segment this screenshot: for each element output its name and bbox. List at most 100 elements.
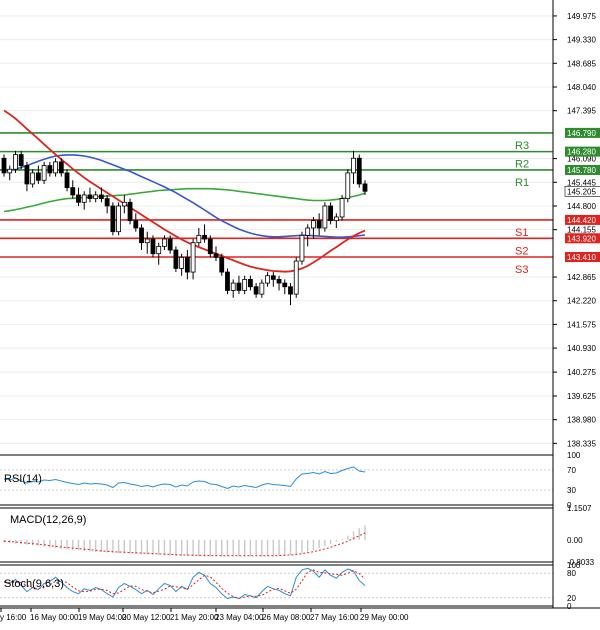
price-tick-label: 149.975 [567, 12, 596, 21]
candle-down [1, 157, 7, 174]
candle-up [196, 234, 202, 244]
candle-up [156, 245, 162, 255]
candle-down [99, 194, 104, 200]
candle-down [356, 157, 362, 185]
time-tick-label: 27 May 16:00 [310, 613, 359, 622]
price-tick-label: 148.685 [567, 59, 596, 68]
rsi-line [3, 466, 366, 490]
price-tags-layer: 146.790 146.280 145.780 144.420 143.920 143.4… [564, 127, 600, 263]
price-tick-label: 144.155 [567, 226, 596, 235]
indicator-tick-label: 70 [567, 466, 576, 475]
candle-down [70, 187, 76, 196]
indicator-tick-label: 20 [567, 594, 576, 603]
candle-down [35, 172, 41, 181]
candle-up [322, 205, 328, 229]
candle-down [236, 282, 242, 291]
current-price-tag [564, 185, 600, 197]
candle-down [316, 220, 322, 229]
stoch-k-line [3, 567, 366, 600]
candle-up [345, 172, 351, 200]
ma-red-line [3, 109, 366, 273]
candle-down [47, 165, 53, 174]
price-tick-label: 139.625 [567, 392, 596, 401]
candles-layer [1, 150, 368, 306]
candle-down [18, 154, 24, 166]
indicator-tick-label: 1.1507 [567, 504, 592, 513]
indicator-tick-label: 100 [567, 451, 581, 460]
level-label-r3: R3 [515, 140, 529, 152]
candle-down [150, 238, 156, 255]
candle-down [328, 205, 334, 222]
candle-up [81, 194, 87, 203]
candle-up [259, 282, 265, 295]
candle-down [270, 275, 276, 280]
price-tick-label: 142.220 [567, 297, 596, 306]
level-price-tag-r1 [565, 164, 600, 175]
indicator-tick-label: 30 [567, 486, 576, 495]
price-tick-label: 141.575 [567, 320, 596, 329]
level-label-s2: S2 [515, 245, 528, 257]
macd-label: MACD(12,26,9) [10, 514, 86, 526]
candle-down [104, 198, 110, 207]
candle-down [58, 161, 64, 174]
candle-up [230, 282, 236, 291]
candle-up [242, 279, 248, 291]
candle-down [110, 205, 116, 233]
indicator-tick-label: 0 [567, 501, 572, 510]
candle-down [173, 249, 179, 269]
level-label-r2: R2 [515, 159, 529, 171]
price-tick-label: 147.395 [567, 107, 596, 116]
candle-up [265, 275, 270, 284]
candle-up [7, 168, 13, 174]
candle-up [333, 216, 339, 222]
time-tick-label: 26 May 08:00 [262, 613, 311, 622]
price-tick-label: 149.330 [567, 36, 596, 45]
time-tick-label: 19 May 04:00 [78, 613, 127, 622]
candle-down [202, 234, 207, 240]
price-tick-label: 140.275 [567, 368, 596, 377]
time-tick-label: y 16:00 [0, 613, 27, 622]
candle-up [53, 161, 58, 174]
candle-up [179, 256, 185, 269]
candle-down [127, 201, 133, 222]
ma-green-line [3, 187, 366, 213]
macd-signal-line [3, 532, 366, 557]
time-tick-label: 21 May 20:00 [170, 613, 219, 622]
current-price-text: 145.205 [567, 187, 596, 196]
candle-down [282, 282, 288, 288]
candle-down [207, 238, 213, 255]
price-tick-label: 138.980 [567, 416, 596, 425]
candle-down [87, 194, 93, 200]
rsi-label: RSI(14) [4, 473, 42, 485]
grid-layer [0, 15, 553, 444]
candle-up [162, 238, 167, 247]
stoch-label: Stoch(9,6,3) [4, 578, 64, 590]
candle-down [133, 220, 139, 229]
time-tick-label: 20 May 12:00 [122, 613, 171, 622]
price-axis-layer: 149.975 149.330 148.685 148.040 147.395 146.0… [0, 0, 600, 609]
candle-up [144, 238, 150, 244]
candle-down [76, 194, 81, 203]
candle-up [93, 194, 99, 200]
level-price-tag-s3 [565, 252, 600, 263]
moving-averages-layer [3, 109, 366, 273]
indicator-tick-label: 80 [567, 569, 576, 578]
indicator-tick-label: -0.8033 [567, 558, 595, 567]
candle-up [116, 205, 121, 233]
price-tick-label: 148.040 [567, 83, 596, 92]
price-tick-label: 144.800 [567, 202, 596, 211]
candle-down [184, 256, 190, 273]
level-price-tag-r2 [565, 146, 600, 157]
price-tick-label: 140.930 [567, 344, 596, 353]
pivot-levels-layer: R3 R2 R1 S1 S2 S3 [0, 132, 553, 276]
indicator-tick-label: 0 [567, 602, 572, 611]
time-tick-label: 16 May 00:00 [30, 613, 79, 622]
ma-blue-line [3, 154, 366, 238]
candle-down [213, 253, 219, 258]
level-label-r1: R1 [515, 177, 529, 189]
candle-up [305, 227, 311, 236]
level-price-text-s1: 144.420 [567, 216, 596, 225]
candle-up [311, 220, 316, 229]
level-price-text-s2: 143.920 [567, 234, 596, 243]
